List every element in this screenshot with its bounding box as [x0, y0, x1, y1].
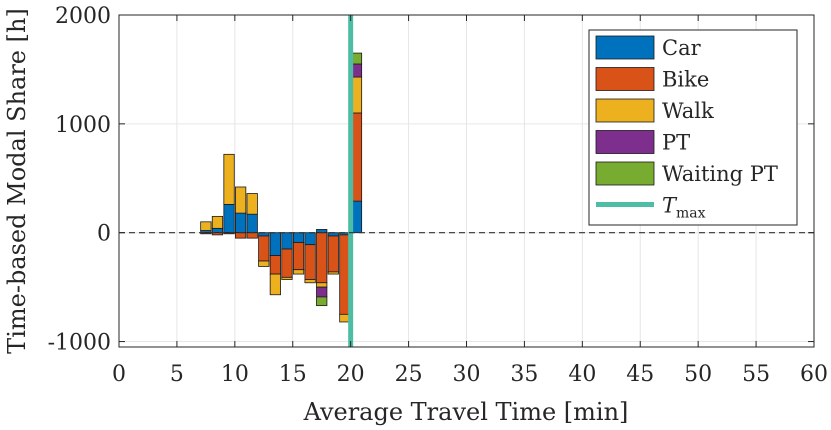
reference-lines: [119, 15, 814, 347]
legend-swatch: [595, 161, 655, 186]
bar-segment-bike: [316, 232, 328, 284]
bar-segment-bike: [246, 232, 258, 239]
legend-label: Walk: [662, 99, 714, 123]
x-tick-label: 50: [684, 362, 712, 387]
bar-segment-car: [246, 213, 258, 234]
x-tick-label: 20: [337, 362, 365, 387]
bar-segment-walk: [304, 279, 316, 284]
y-tick-label: 2000: [55, 4, 111, 29]
bar-segment-bike: [269, 255, 281, 275]
bar-segment-walk: [327, 271, 339, 275]
legend-swatch: [595, 67, 655, 91]
x-tick-label: 55: [742, 362, 770, 387]
bar-segment-bike: [304, 244, 316, 280]
bar-segment-walk: [292, 269, 305, 275]
bar-segment-bike: [211, 232, 224, 236]
legend-label: Waiting PT: [662, 162, 778, 186]
bar-segment-car: [292, 232, 305, 243]
legend-label: Bike: [662, 68, 709, 92]
bar-segment-walk: [258, 260, 270, 267]
bar-segment-walk: [200, 221, 212, 231]
x-tick-label: 60: [800, 362, 828, 387]
bar-segment-bike: [258, 235, 270, 262]
legend-box: [588, 29, 798, 226]
legend-swatch: [595, 130, 655, 154]
x-tick-label: 10: [221, 362, 249, 387]
bar-segment-walk: [246, 193, 258, 215]
legend-swatch: [595, 35, 655, 60]
y-tick-label: 1000: [55, 113, 111, 138]
legend-label: Car: [662, 36, 702, 60]
bar-segment-car: [223, 204, 235, 234]
x-tick-label: 5: [170, 362, 184, 387]
bar-segment-bike: [281, 248, 293, 278]
bar-segment-bike: [292, 242, 305, 271]
legend-label: PT: [662, 131, 690, 155]
x-tick-label: 40: [568, 362, 596, 387]
x-tick-label: 0: [112, 362, 126, 387]
legend-label-tmax-subscript: max: [676, 206, 706, 222]
x-tick-label: 30: [453, 362, 481, 387]
bar-segment-walk: [269, 273, 281, 296]
y-tick-label: 0: [97, 222, 111, 247]
bar-segment-walk: [223, 153, 235, 205]
x-tick-label: 25: [395, 362, 423, 387]
bar-segment-waiting-pt: [316, 296, 328, 307]
bar-segment-walk: [235, 186, 247, 214]
bar-segment-walk: [316, 282, 328, 288]
bar-segment-car: [211, 227, 224, 234]
bar-segment-bike: [235, 232, 247, 239]
bar-segment-pt: [316, 286, 328, 298]
y-axis-label: Time-based Modal Share [h]: [3, 8, 31, 354]
bar-segment-car: [281, 232, 293, 250]
x-axis-label: Average Travel Time [min]: [303, 398, 629, 426]
x-tick-label: 45: [626, 362, 654, 387]
bars: [200, 52, 363, 323]
bar-segment-walk: [211, 215, 224, 229]
bar-segment-walk: [281, 276, 293, 280]
bar-segment-car: [269, 232, 281, 256]
legend-swatch: [595, 98, 655, 123]
y-tick-label: -1000: [48, 331, 111, 356]
bar-segment-car: [304, 232, 316, 246]
bar-segment-bike: [327, 235, 339, 273]
bar-segment-car: [235, 212, 247, 234]
x-tick-label: 35: [510, 362, 538, 387]
x-tick-label: 15: [279, 362, 307, 387]
